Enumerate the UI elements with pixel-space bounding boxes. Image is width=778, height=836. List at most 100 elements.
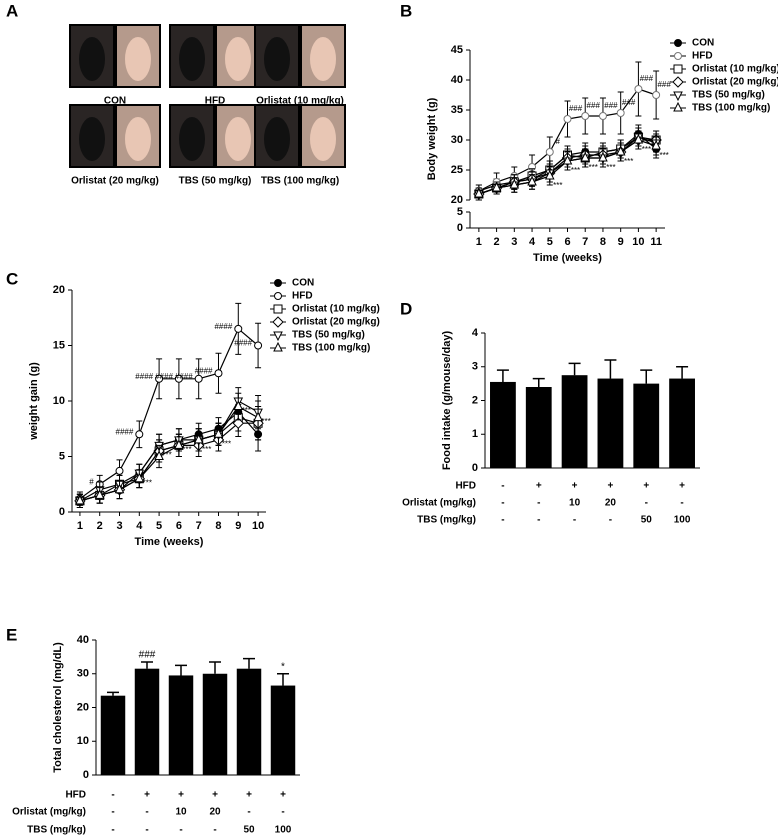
marker xyxy=(544,169,555,180)
photo-label: TBS (100 mg/kg) xyxy=(261,176,339,187)
condition-cell: 50 xyxy=(243,825,255,836)
condition-cell: - xyxy=(501,515,504,526)
legend-label: TBS (50 mg/kg) xyxy=(292,330,365,341)
marker xyxy=(94,489,105,499)
significance: ### xyxy=(622,98,636,107)
x-axis-label: Time (weeks) xyxy=(533,252,602,264)
marker xyxy=(580,151,591,162)
photo-label: TBS (50 mg/kg) xyxy=(179,176,252,187)
error-bar xyxy=(277,673,289,686)
y-tick-label: 40 xyxy=(451,74,463,86)
error-bar xyxy=(496,369,509,382)
marker xyxy=(194,374,203,383)
x-tick-label: 10 xyxy=(632,236,644,248)
condition-cell: + xyxy=(679,481,685,492)
condition-label: Orlistat (mg/kg) xyxy=(402,498,476,509)
legend-label: TBS (100 mg/kg) xyxy=(692,103,770,114)
mouse xyxy=(79,37,105,81)
error-bar xyxy=(243,657,255,669)
y-tick-label: 0 xyxy=(457,222,463,234)
significance: *** xyxy=(624,157,633,166)
legend-marker xyxy=(672,76,684,88)
y-tick-label: 10 xyxy=(53,395,65,407)
legend-marker xyxy=(273,341,283,352)
significance: *** xyxy=(162,451,171,460)
x-tick-label: 8 xyxy=(215,520,221,532)
bar xyxy=(168,675,194,775)
bar xyxy=(134,668,160,775)
bar xyxy=(490,381,516,468)
x-tick-label: 6 xyxy=(564,236,570,248)
marker xyxy=(509,178,520,189)
marker xyxy=(75,494,85,505)
y-tick-label: 0 xyxy=(472,462,478,474)
marker xyxy=(562,154,573,165)
y-tick-label: 20 xyxy=(53,284,65,296)
bar xyxy=(236,668,262,775)
y-axis-label: Total cholesterol (mg/dL) xyxy=(52,642,64,773)
mouse xyxy=(179,37,205,81)
marker xyxy=(234,324,243,333)
panel-label: C xyxy=(6,269,18,288)
x-tick-label: 7 xyxy=(196,520,202,532)
condition-cell: - xyxy=(145,807,148,818)
marker xyxy=(527,175,537,186)
x-tick-label: 5 xyxy=(547,236,553,248)
series-line xyxy=(79,400,259,502)
bar xyxy=(100,695,126,775)
y-tick-label: 10 xyxy=(77,735,89,747)
condition-cell: + xyxy=(144,790,150,801)
series-line xyxy=(79,422,259,502)
marker xyxy=(214,369,223,378)
marker xyxy=(232,417,244,429)
series-line xyxy=(79,327,259,500)
mouse xyxy=(264,37,290,81)
bar xyxy=(525,387,552,468)
legend-label: Orlistat (10 mg/kg) xyxy=(692,64,778,75)
significance: *** xyxy=(202,445,211,454)
y-tick-label: 25 xyxy=(451,164,463,176)
significance: *** xyxy=(606,163,615,172)
legend-label: HFD xyxy=(692,51,713,62)
marker xyxy=(598,112,607,120)
y-tick-label: 4 xyxy=(472,327,479,339)
marker xyxy=(633,133,644,144)
marker xyxy=(213,428,224,438)
condition-cell: - xyxy=(537,498,540,509)
marker xyxy=(652,91,661,99)
marker xyxy=(134,472,145,483)
mouse xyxy=(310,37,336,81)
significance: ### xyxy=(640,74,654,83)
condition-cell: 20 xyxy=(209,807,221,818)
condition-cell: - xyxy=(247,807,250,818)
legend-label: CON xyxy=(692,38,714,49)
panel-label: B xyxy=(400,1,412,20)
bar xyxy=(202,673,228,775)
significance: *** xyxy=(571,166,580,175)
panel-label: E xyxy=(6,625,17,644)
marker xyxy=(634,85,643,93)
x-axis-label: Time (weeks) xyxy=(135,536,204,548)
condition-cell: + xyxy=(643,481,649,492)
significance: #### xyxy=(175,372,193,381)
condition-label: Orlistat (mg/kg) xyxy=(12,807,86,818)
condition-cell: + xyxy=(607,481,613,492)
y-tick-label: 3 xyxy=(472,361,478,373)
significance: *** xyxy=(182,445,191,454)
marker xyxy=(114,483,125,494)
y-axis-label: weight gain (g) xyxy=(28,362,40,441)
bar xyxy=(561,375,588,468)
error-bar xyxy=(209,661,221,674)
condition-cell: - xyxy=(111,790,114,801)
photo-label: Orlistat (10 mg/kg) xyxy=(256,96,344,107)
y-tick-label: 5 xyxy=(59,450,65,462)
condition-label: HFD xyxy=(65,790,86,801)
legend-label: Orlistat (20 mg/kg) xyxy=(692,77,778,88)
condition-cell: - xyxy=(179,825,182,836)
significance: ### xyxy=(604,101,618,110)
y-axis-label: Body weight (g) xyxy=(426,97,438,180)
bar xyxy=(597,378,624,468)
marker xyxy=(615,145,626,156)
condition-cell: - xyxy=(537,515,540,526)
condition-label: HFD xyxy=(455,481,476,492)
